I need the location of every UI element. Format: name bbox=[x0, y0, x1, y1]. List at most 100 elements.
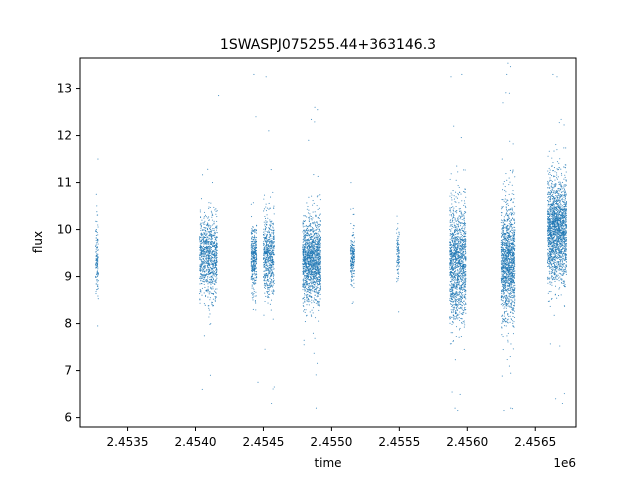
data-point bbox=[317, 279, 319, 281]
data-point bbox=[264, 224, 266, 226]
data-point bbox=[318, 301, 320, 303]
data-point bbox=[213, 262, 215, 264]
data-point bbox=[251, 270, 253, 272]
data-point bbox=[250, 276, 252, 278]
data-point bbox=[460, 231, 462, 234]
data-point bbox=[252, 231, 254, 233]
data-point bbox=[464, 233, 466, 235]
data-point bbox=[270, 196, 272, 198]
data-point bbox=[305, 281, 307, 284]
data-point bbox=[317, 240, 319, 242]
data-point bbox=[314, 121, 316, 123]
data-point bbox=[459, 327, 461, 330]
data-point bbox=[309, 282, 311, 284]
data-point bbox=[314, 211, 316, 213]
data-point bbox=[453, 247, 455, 249]
data-point bbox=[212, 270, 214, 272]
data-point bbox=[464, 290, 466, 293]
data-point bbox=[319, 231, 321, 233]
data-point bbox=[315, 268, 318, 271]
data-point bbox=[264, 250, 266, 252]
data-point bbox=[209, 226, 211, 228]
data-point bbox=[453, 279, 455, 281]
data-point bbox=[318, 234, 320, 236]
data-point bbox=[96, 260, 98, 262]
data-point bbox=[396, 232, 398, 234]
data-point bbox=[264, 287, 266, 289]
data-point bbox=[453, 234, 455, 236]
data-point bbox=[308, 209, 310, 211]
data-point bbox=[304, 215, 306, 217]
data-point bbox=[314, 317, 317, 319]
data-point bbox=[263, 194, 266, 196]
data-point bbox=[210, 239, 212, 241]
data-point bbox=[265, 223, 267, 226]
data-point bbox=[456, 248, 458, 250]
data-point bbox=[313, 247, 315, 249]
data-point bbox=[450, 281, 452, 283]
data-point bbox=[304, 270, 306, 272]
data-point bbox=[264, 266, 266, 268]
data-point bbox=[264, 230, 266, 232]
data-point bbox=[253, 271, 255, 273]
data-point bbox=[462, 239, 464, 241]
data-point bbox=[272, 191, 274, 193]
data-point bbox=[465, 312, 467, 314]
data-point bbox=[352, 232, 354, 234]
data-point bbox=[309, 276, 312, 278]
data-point bbox=[452, 259, 454, 262]
data-point bbox=[203, 281, 205, 283]
data-point bbox=[452, 294, 455, 296]
data-point bbox=[309, 290, 311, 292]
data-point bbox=[252, 245, 254, 247]
data-point bbox=[350, 256, 352, 258]
data-point bbox=[201, 256, 203, 258]
data-point bbox=[305, 262, 307, 264]
data-point bbox=[213, 242, 215, 244]
data-point bbox=[350, 284, 352, 286]
data-point bbox=[209, 248, 211, 250]
data-point bbox=[210, 286, 212, 288]
data-point bbox=[302, 302, 304, 304]
data-point bbox=[303, 271, 305, 273]
data-point bbox=[304, 280, 306, 282]
data-point bbox=[268, 227, 270, 229]
data-point bbox=[207, 223, 209, 225]
data-point bbox=[252, 257, 254, 259]
data-point bbox=[317, 232, 319, 234]
data-point bbox=[252, 249, 254, 251]
data-point bbox=[200, 247, 202, 249]
data-point bbox=[199, 216, 202, 218]
data-point bbox=[210, 276, 212, 278]
data-point bbox=[451, 305, 453, 307]
data-point bbox=[267, 276, 269, 279]
data-point bbox=[452, 314, 454, 316]
data-point bbox=[463, 233, 465, 235]
data-point bbox=[351, 246, 353, 248]
data-point bbox=[450, 197, 453, 199]
data-point bbox=[254, 241, 256, 243]
data-point bbox=[252, 229, 255, 232]
data-point bbox=[266, 248, 268, 251]
data-point bbox=[303, 231, 305, 233]
data-point bbox=[96, 249, 99, 251]
data-point bbox=[457, 304, 459, 306]
data-point bbox=[453, 237, 455, 239]
data-point bbox=[451, 299, 453, 301]
data-point bbox=[273, 247, 275, 250]
data-point bbox=[214, 259, 216, 261]
data-point bbox=[256, 257, 258, 259]
data-point bbox=[210, 247, 213, 249]
data-point bbox=[208, 316, 210, 318]
data-point bbox=[454, 226, 456, 229]
data-point bbox=[213, 235, 215, 237]
data-point bbox=[455, 262, 458, 265]
data-point bbox=[319, 250, 321, 252]
data-point bbox=[251, 253, 253, 255]
data-point bbox=[251, 268, 254, 270]
data-point bbox=[310, 247, 312, 249]
data-point bbox=[461, 309, 463, 311]
data-point bbox=[315, 276, 317, 278]
data-point bbox=[460, 253, 462, 255]
data-point bbox=[272, 237, 274, 239]
